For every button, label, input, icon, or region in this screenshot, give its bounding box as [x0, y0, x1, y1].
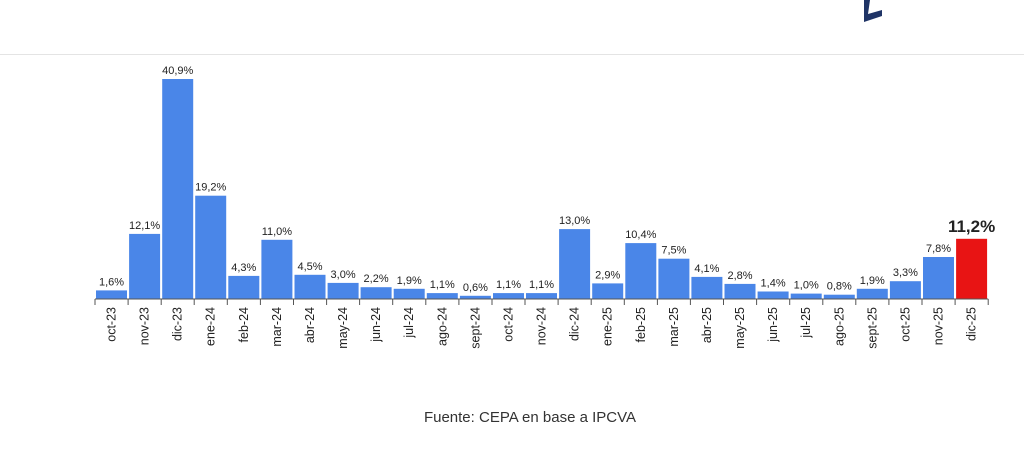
bar-jul-24: [393, 288, 425, 299]
x-axis-ticks: [94, 299, 989, 305]
bar-jul-25: [790, 293, 822, 299]
category-label-sept-25: sept-25: [865, 307, 879, 349]
bar-sept-24: [459, 295, 491, 299]
bar-feb-24: [228, 275, 260, 299]
category-label-jul-24: jul-24: [402, 307, 416, 339]
bar-mar-25: [658, 258, 690, 299]
value-label-jun-25: 1,4%: [761, 278, 786, 290]
category-label-jun-24: jun-24: [369, 307, 383, 343]
bar-ene-25: [592, 283, 624, 299]
value-label-jul-25: 1,0%: [794, 280, 819, 292]
category-label-may-24: may-24: [336, 307, 350, 349]
category-label-sept-24: sept-24: [468, 307, 482, 349]
value-label-dic-24: 13,0%: [559, 215, 590, 227]
bar-oct-24: [493, 293, 524, 299]
category-label-dic-23: dic-23: [171, 307, 185, 341]
category-label-jul-25: jul-25: [799, 307, 813, 339]
value-label-nov-24: 1,1%: [529, 279, 554, 291]
category-label-oct-25: oct-25: [898, 307, 912, 342]
category-label-may-25: may-25: [733, 307, 747, 349]
bar-nov-23: [129, 233, 161, 299]
bar-dic-24: [559, 229, 591, 299]
bar-chart: 1,6% 12,1% 40,9% 19,2% 4,3% 11,0% 4,5% 3,0% 2,2%…: [94, 65, 995, 349]
value-labels: 1,6% 12,1% 40,9% 19,2% 4,3% 11,0% 4,5% 3,0% 2,2%…: [99, 65, 995, 294]
category-label-mar-24: mar-24: [270, 307, 284, 347]
bar-jun-24: [360, 287, 392, 299]
value-label-dic-23: 40,9%: [162, 65, 193, 77]
category-label-ago-25: ago-25: [832, 307, 846, 346]
bar-dic-25: [956, 238, 988, 299]
value-label-nov-25: 7,8%: [926, 243, 951, 255]
category-label-dic-25: dic-25: [965, 307, 979, 341]
category-label-mar-25: mar-25: [667, 307, 681, 347]
value-label-jun-24: 2,2%: [364, 273, 389, 285]
value-label-oct-24: 1,1%: [496, 279, 521, 291]
value-label-feb-24: 4,3%: [231, 262, 256, 274]
value-label-abr-25: 4,1%: [694, 263, 719, 275]
value-label-oct-23: 1,6%: [99, 276, 124, 288]
bar-mar-24: [261, 239, 293, 299]
value-label-dic-25: 11,2%: [948, 217, 995, 236]
header-divider: [0, 54, 1024, 55]
bar-oct-25: [889, 281, 921, 299]
bar-abr-25: [691, 276, 723, 299]
bar-ago-25: [823, 294, 855, 299]
bar-nov-24: [526, 293, 557, 299]
category-label-ene-24: ene-24: [204, 307, 218, 346]
bar-nov-25: [923, 257, 954, 299]
bar-dic-23: [162, 79, 194, 299]
value-label-may-24: 3,0%: [331, 269, 356, 281]
value-label-abr-24: 4,5%: [297, 261, 322, 273]
bar-ene-24: [195, 195, 227, 299]
value-label-mar-25: 7,5%: [661, 245, 686, 257]
brand-logo-icon: [864, 0, 882, 22]
bar-jun-25: [757, 291, 789, 299]
category-label-nov-24: nov-24: [535, 307, 549, 345]
value-label-jul-24: 1,9%: [397, 275, 422, 287]
category-label-nov-25: nov-25: [932, 307, 946, 345]
category-label-abr-24: abr-24: [303, 307, 317, 343]
category-label-nov-23: nov-23: [138, 307, 152, 345]
value-label-nov-23: 12,1%: [129, 220, 160, 232]
category-label-abr-25: abr-25: [700, 307, 714, 343]
bar-abr-24: [294, 274, 326, 299]
category-label-feb-24: feb-24: [237, 307, 251, 342]
value-label-ene-25: 2,9%: [595, 269, 620, 281]
category-label-ago-24: ago-24: [435, 307, 449, 346]
value-label-may-25: 2,8%: [727, 270, 752, 282]
value-label-mar-24: 11,0%: [262, 226, 293, 238]
bar-ago-24: [426, 293, 458, 299]
x-axis-labels: oct-23 nov-23 dic-23 ene-24 feb-24 mar-24 abr-…: [105, 307, 979, 349]
value-label-sept-25: 1,9%: [860, 275, 885, 287]
category-label-oct-23: oct-23: [105, 307, 119, 342]
category-label-oct-24: oct-24: [502, 307, 516, 342]
bar-may-25: [724, 283, 756, 299]
value-label-ago-24: 1,1%: [430, 279, 455, 291]
category-label-ene-25: ene-25: [601, 307, 615, 346]
source-note: Fuente: CEPA en base a IPCVA: [423, 409, 637, 426]
category-label-dic-24: dic-24: [568, 307, 582, 341]
bars: [96, 79, 988, 299]
bar-oct-23: [96, 290, 127, 299]
value-label-ene-24: 19,2%: [195, 182, 226, 194]
bar-sept-25: [856, 288, 888, 299]
bar-may-24: [327, 282, 359, 299]
bar-feb-25: [625, 243, 657, 299]
category-label-jun-25: jun-25: [766, 307, 780, 343]
category-label-feb-25: feb-25: [634, 307, 648, 342]
value-label-ago-25: 0,8%: [827, 281, 852, 293]
value-label-feb-25: 10,4%: [625, 229, 656, 241]
value-label-sept-24: 0,6%: [463, 282, 488, 294]
value-label-oct-25: 3,3%: [893, 267, 918, 279]
